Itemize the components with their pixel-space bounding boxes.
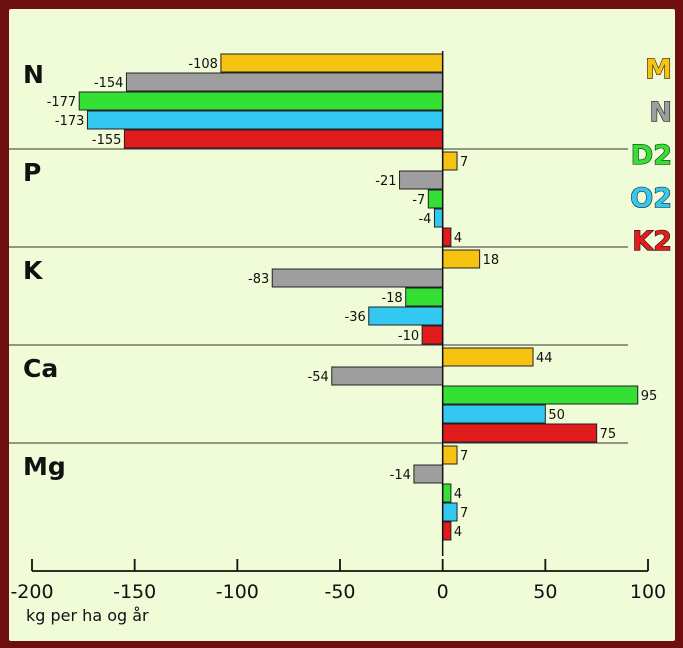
data-label: 4 <box>454 525 462 540</box>
data-label: -83 <box>248 272 269 287</box>
legend-entry-m: M <box>645 54 672 85</box>
bar-k-d2 <box>405 287 444 307</box>
bar-mg-k2 <box>442 521 452 541</box>
x-tick-label: 100 <box>630 581 666 603</box>
data-label: 95 <box>641 389 658 404</box>
data-label: -108 <box>188 57 218 72</box>
bar-n-m <box>220 53 444 73</box>
x-tick-label: -50 <box>324 581 355 603</box>
data-label: -54 <box>308 370 329 385</box>
bar-k-m <box>442 249 481 269</box>
group-label-k: K <box>23 256 44 285</box>
data-label: -14 <box>390 468 411 483</box>
bar-chart: -108-154-177-173-155N7-21-7-44P18-83-18-… <box>9 51 673 625</box>
x-tick-label: 0 <box>437 581 449 603</box>
data-label: 7 <box>460 506 468 521</box>
data-label: -173 <box>55 114 85 129</box>
legend-entry-n: N <box>649 97 672 128</box>
bar-k-n <box>271 268 444 288</box>
data-label: -155 <box>92 133 122 148</box>
bar-p-k2 <box>442 227 452 247</box>
group-label-p: P <box>23 158 41 187</box>
bar-n-n <box>125 72 444 92</box>
data-label: -10 <box>398 329 419 344</box>
x-tick-label: -150 <box>113 581 156 603</box>
bar-p-m <box>442 151 458 171</box>
data-label: 18 <box>483 253 500 268</box>
data-label: -36 <box>345 310 366 325</box>
legend-entry-o2: O2 <box>630 183 672 214</box>
bar-n-k2 <box>123 129 444 149</box>
data-label: -177 <box>47 95 77 110</box>
group-label-n: N <box>23 60 44 89</box>
bar-ca-d2 <box>442 385 639 405</box>
bar-ca-m <box>442 347 534 367</box>
bar-mg-m <box>442 445 458 465</box>
data-label: 7 <box>460 449 468 464</box>
data-label: 44 <box>536 351 553 366</box>
bar-k-k2 <box>421 325 444 345</box>
bar-n-d2 <box>78 91 444 111</box>
group-label-mg: Mg <box>23 452 66 481</box>
bar-p-o2 <box>433 208 444 228</box>
legend-entry-k2: K2 <box>632 226 672 257</box>
data-label: 7 <box>460 155 468 170</box>
bar-ca-k2 <box>442 423 598 443</box>
data-label: 4 <box>454 487 462 502</box>
data-label: -4 <box>418 212 431 227</box>
x-tick-label: 50 <box>533 581 557 603</box>
data-label: 50 <box>548 408 565 423</box>
bar-k-o2 <box>368 306 444 326</box>
bar-p-d2 <box>427 189 444 209</box>
data-label: 75 <box>600 427 617 442</box>
bar-mg-o2 <box>442 502 458 522</box>
x-tick-label: -100 <box>216 581 259 603</box>
data-label: -18 <box>381 291 402 306</box>
x-tick-label: -200 <box>10 581 53 603</box>
bar-mg-n <box>413 464 444 484</box>
bar-ca-o2 <box>442 404 546 424</box>
bar-ca-n <box>331 366 444 386</box>
bar-mg-d2 <box>442 483 452 503</box>
bar-p-n <box>399 170 444 190</box>
data-label: -154 <box>94 76 124 91</box>
legend-entry-d2: D2 <box>631 140 672 171</box>
group-label-ca: Ca <box>23 354 58 383</box>
chart-frame: -108 -154 -177 -173 -155 N 7 -21 -7 -4 4 P 18 -83 -18-… <box>9 9 675 641</box>
x-axis-title: kg per ha og år <box>26 606 149 625</box>
bar-n-o2 <box>86 110 444 130</box>
data-label: -21 <box>375 174 396 189</box>
data-label: -7 <box>412 193 425 208</box>
data-label: 4 <box>454 231 462 246</box>
